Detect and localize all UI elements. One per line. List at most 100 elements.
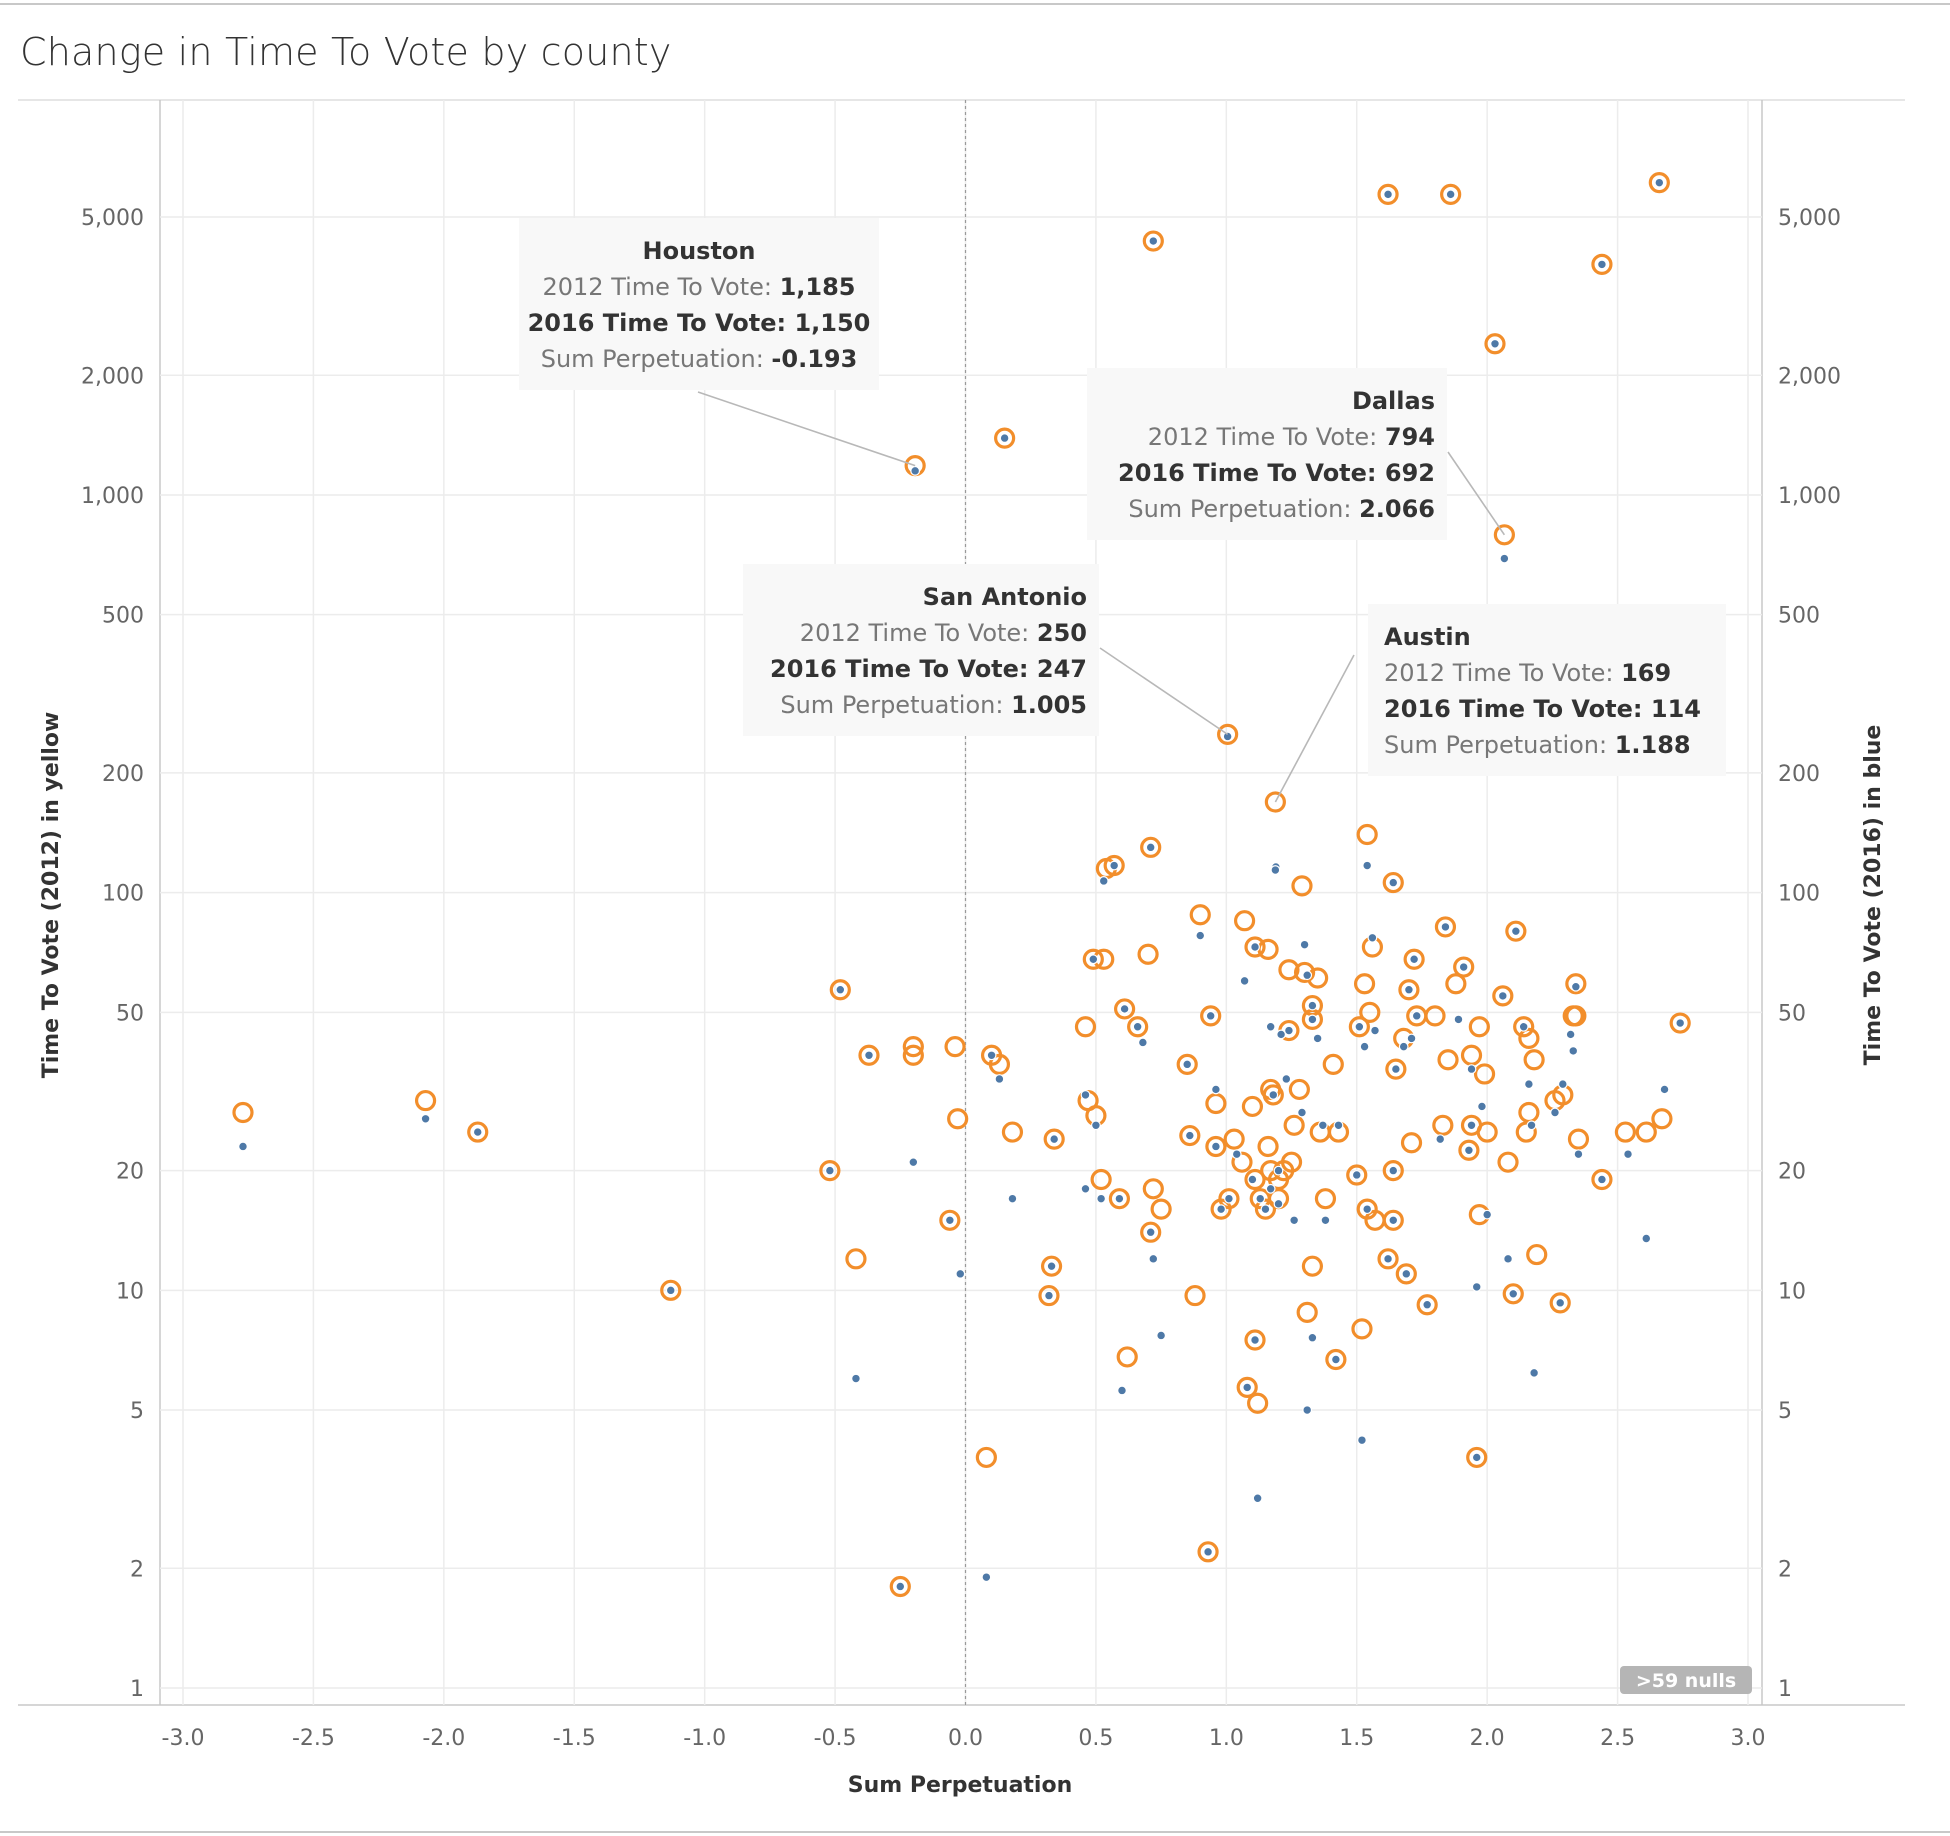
point-2016[interactable] (864, 1050, 874, 1061)
point-2012[interactable] (988, 1053, 1011, 1075)
point-2016[interactable] (1351, 1170, 1362, 1180)
point-2012[interactable] (1549, 1292, 1571, 1314)
point-2016[interactable] (1497, 990, 1508, 1001)
annotation-austin[interactable]: Austin 2012 Time To Vote: 169 2016 Time To… (1274, 604, 1726, 803)
point-2016[interactable] (1499, 553, 1510, 564)
point-2016[interactable] (1482, 1209, 1493, 1220)
point-2016[interactable] (910, 465, 921, 476)
point-2012[interactable] (467, 1121, 489, 1143)
point-2016[interactable] (1508, 1288, 1519, 1299)
point-2012[interactable] (1445, 973, 1467, 995)
point-2016[interactable] (420, 1113, 431, 1124)
point-2012[interactable] (1468, 1016, 1490, 1038)
point-2012[interactable] (829, 979, 851, 1001)
point-2016[interactable] (1510, 926, 1521, 937)
point-2012[interactable] (1244, 936, 1266, 958)
point-2012[interactable] (1262, 1084, 1284, 1106)
point-2012[interactable] (1434, 916, 1457, 938)
point-2016[interactable] (1289, 1215, 1300, 1226)
point-2012[interactable] (1325, 1348, 1347, 1371)
point-2012[interactable] (1205, 1135, 1227, 1158)
point-2016[interactable] (1490, 338, 1500, 349)
point-2012[interactable] (1040, 1255, 1063, 1277)
point-2016[interactable] (1247, 1174, 1258, 1185)
point-2016[interactable] (1265, 1021, 1276, 1032)
point-2012[interactable] (1189, 904, 1211, 926)
point-2016[interactable] (999, 433, 1010, 443)
point-2012[interactable] (819, 1160, 841, 1182)
point-2016[interactable] (1091, 1120, 1101, 1131)
point-2016[interactable] (1477, 1101, 1487, 1112)
point-2016[interactable] (1641, 1233, 1652, 1244)
point-2016[interactable] (1088, 954, 1099, 965)
point-2016[interactable] (1526, 1120, 1537, 1131)
point-2016[interactable] (1565, 1029, 1576, 1040)
point-2016[interactable] (895, 1581, 906, 1592)
point-2012[interactable] (902, 1044, 924, 1066)
point-2016[interactable] (1357, 1435, 1367, 1446)
point-2016[interactable] (1411, 1010, 1422, 1021)
point-2016[interactable] (1250, 942, 1260, 952)
annotation-houston[interactable]: Houston 2012 Time To Vote: 1,185 2016 Time… (519, 218, 916, 467)
point-2012[interactable] (1103, 854, 1125, 877)
point-2016[interactable] (1409, 954, 1420, 965)
point-2016[interactable] (1555, 1297, 1566, 1308)
point-2012[interactable] (1288, 1078, 1310, 1101)
point-2016[interactable] (1109, 860, 1120, 871)
point-2016[interactable] (1281, 1074, 1292, 1084)
point-2012[interactable] (1565, 1005, 1587, 1027)
point-2012[interactable] (1038, 1284, 1060, 1307)
point-2012[interactable] (1043, 1128, 1065, 1150)
point-2016[interactable] (1049, 1134, 1060, 1145)
point-2016[interactable] (1404, 984, 1414, 995)
point-2012[interactable] (1205, 1092, 1227, 1115)
point-2012[interactable] (1197, 1541, 1219, 1563)
point-2016[interactable] (944, 1215, 955, 1226)
point-2012[interactable] (1241, 1095, 1264, 1118)
point-2016[interactable] (994, 1074, 1005, 1084)
point-2012[interactable] (1497, 1151, 1519, 1173)
point-2016[interactable] (851, 1373, 861, 1384)
point-2016[interactable] (238, 1141, 248, 1152)
point-2016[interactable] (1270, 865, 1281, 875)
point-2012[interactable] (1440, 183, 1462, 205)
point-2016[interactable] (1284, 1025, 1294, 1036)
point-2016[interactable] (1195, 930, 1206, 941)
point-2012[interactable] (1114, 998, 1136, 1020)
point-2016[interactable] (1464, 1145, 1474, 1156)
point-2016[interactable] (1320, 1215, 1331, 1226)
point-2012[interactable] (1257, 938, 1279, 960)
point-2016[interactable] (908, 1157, 919, 1168)
point-2012[interactable] (1493, 524, 1515, 546)
point-2016[interactable] (1132, 1021, 1143, 1032)
point-2012[interactable] (1466, 1446, 1488, 1469)
point-2016[interactable] (1182, 1059, 1193, 1070)
point-2012[interactable] (1283, 1114, 1305, 1136)
point-2016[interactable] (1471, 1452, 1482, 1463)
point-2012[interactable] (1382, 871, 1404, 894)
point-2016[interactable] (1184, 1130, 1195, 1141)
point-2016[interactable] (1359, 1041, 1370, 1052)
point-2012[interactable] (1296, 1301, 1318, 1323)
point-2016[interactable] (1148, 236, 1159, 246)
point-2016[interactable] (1145, 1227, 1156, 1238)
point-2016[interactable] (1273, 1198, 1284, 1209)
point-2016[interactable] (1518, 1021, 1529, 1032)
point-2012[interactable] (1591, 253, 1613, 275)
point-2012[interactable] (1651, 1108, 1673, 1130)
point-2012[interactable] (1359, 1001, 1381, 1023)
point-2012[interactable] (1348, 1016, 1370, 1038)
point-2012[interactable] (1217, 723, 1239, 745)
point-2016[interactable] (1550, 1107, 1560, 1118)
point-2016[interactable] (1406, 1033, 1417, 1044)
point-2016[interactable] (1145, 842, 1156, 853)
point-2016[interactable] (1654, 177, 1665, 188)
point-2012[interactable] (1001, 1121, 1024, 1143)
point-2016[interactable] (1388, 877, 1399, 888)
point-2012[interactable] (1244, 1168, 1266, 1191)
point-2012[interactable] (1223, 1128, 1245, 1150)
point-2016[interactable] (824, 1165, 835, 1176)
